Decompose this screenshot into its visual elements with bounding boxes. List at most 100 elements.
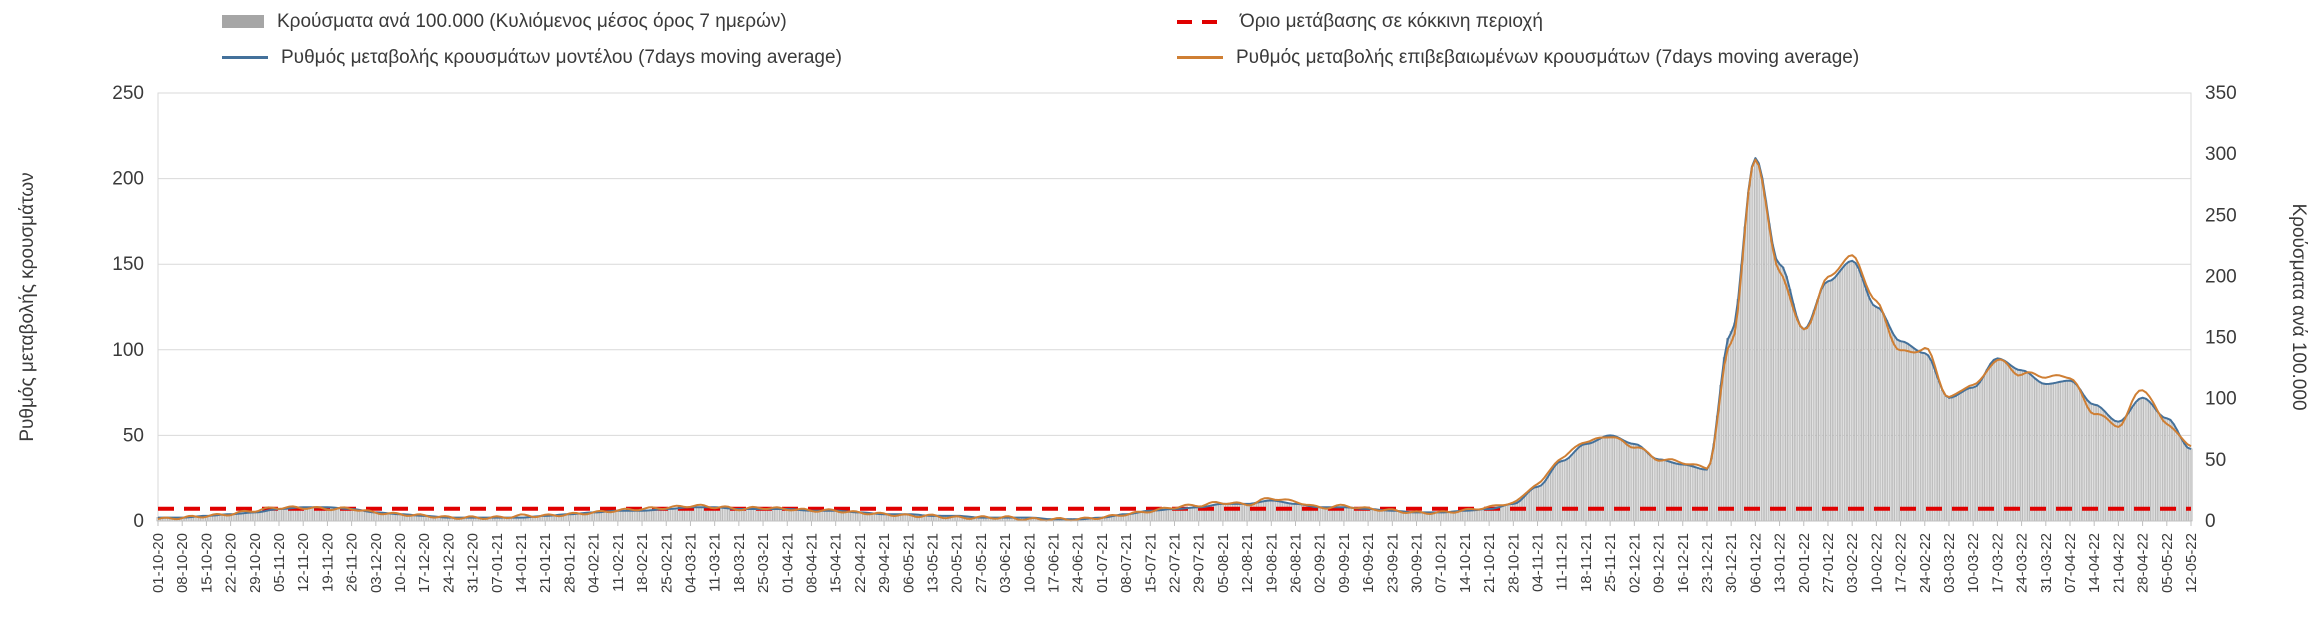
x-tick-label: 16-12-21 [1675, 533, 1692, 593]
x-tick-label: 25-11-21 [1602, 533, 1619, 592]
x-tick-label: 13-05-21 [925, 533, 942, 593]
y-tick-label-left: 200 [112, 169, 144, 190]
x-tick-label: 24-03-22 [2014, 533, 2031, 593]
x-tick-label: 07-01-21 [489, 533, 506, 593]
x-tick-label: 06-05-21 [900, 533, 917, 593]
x-tick-label: 19-11-20 [319, 533, 336, 592]
bar-series-swatch [222, 15, 264, 28]
y-tick-label-right: 250 [2205, 205, 2237, 226]
x-tick-label: 12-11-20 [295, 533, 312, 592]
x-tick-label: 08-10-20 [174, 533, 191, 593]
x-tick-label: 17-02-22 [1893, 533, 1910, 593]
x-tick-label: 24-06-21 [1070, 533, 1087, 593]
y-tick-label-right: 150 [2205, 328, 2237, 349]
x-tick-label: 14-10-21 [1457, 533, 1474, 593]
x-tick-label: 12-08-21 [1239, 533, 1256, 593]
y-tick-label-right: 0 [2205, 511, 2216, 532]
confirmed-line-swatch [1177, 56, 1223, 59]
x-tick-label: 15-04-21 [828, 533, 845, 593]
x-tick-label: 11-03-21 [707, 533, 724, 592]
x-tick-label: 02-09-21 [1312, 533, 1329, 593]
x-tick-label: 07-04-22 [2062, 533, 2079, 593]
x-tick-label: 17-03-22 [1989, 533, 2006, 593]
x-tick-label: 22-07-21 [1167, 533, 1184, 593]
x-tick-label: 18-02-21 [634, 533, 651, 593]
bars-series [156, 159, 2193, 522]
x-tick-label: 03-03-22 [1941, 533, 1958, 593]
x-tick-label: 14-01-21 [513, 533, 530, 593]
x-tick-label: 09-09-21 [1336, 533, 1353, 593]
x-tick-label: 17-12-20 [416, 533, 433, 593]
x-tick-label: 09-12-21 [1651, 533, 1668, 593]
x-tick-label: 02-12-21 [1626, 533, 1643, 593]
x-tick-label: 24-02-22 [1917, 533, 1934, 593]
x-tick-label: 03-02-22 [1844, 533, 1861, 593]
x-tick-label: 31-03-22 [2038, 533, 2055, 593]
legend-label-confirmed-rate: Ρυθμός μεταβολής επιβεβαιωμένων κρουσμάτ… [1236, 47, 1860, 68]
x-tick-label: 12-05-22 [2183, 533, 2200, 593]
x-tick-label: 10-03-22 [1965, 533, 1982, 593]
x-tick-label: 16-09-21 [1360, 533, 1377, 593]
x-tick-label: 21-04-22 [2110, 533, 2127, 593]
y-tick-label-right: 200 [2205, 266, 2237, 287]
y-tick-label-left: 50 [123, 425, 144, 446]
x-tick-label: 10-06-21 [1021, 533, 1038, 593]
x-tick-label: 20-01-22 [1796, 533, 1813, 593]
y-tick-label-right: 350 [2205, 83, 2237, 104]
x-tick-label: 18-03-21 [731, 533, 748, 593]
x-tick-label: 08-07-21 [1118, 533, 1135, 593]
x-tick-label: 01-10-20 [150, 533, 167, 593]
x-tick-label: 05-11-20 [271, 533, 288, 592]
x-tick-label: 05-05-22 [2159, 533, 2176, 593]
confirmed-line [157, 158, 2192, 522]
x-tick-label: 10-12-20 [392, 533, 409, 593]
y-tick-label-left: 150 [112, 254, 144, 275]
x-tick-label: 04-03-21 [683, 533, 700, 593]
x-tick-label: 29-07-21 [1191, 533, 1208, 593]
axis-tick-labels: 0 50 100 150 200 250 0 50 100 150 200 250 300 350 [112, 83, 2236, 532]
x-tick-label: 23-09-21 [1384, 533, 1401, 593]
x-tick-label: 21-10-21 [1481, 533, 1498, 593]
legend-label-cases-per-100k: Κρούσματα ανά 100.000 (Κυλιόμενος μέσος … [277, 11, 787, 32]
x-tick-label: 11-02-21 [610, 533, 627, 592]
y-tick-label-right: 100 [2205, 389, 2237, 410]
x-tick-label: 26-11-20 [344, 533, 361, 592]
x-tick-label: 19-08-21 [1263, 533, 1280, 593]
x-tick-label: 27-05-21 [973, 533, 990, 593]
y-tick-label-left: 250 [112, 83, 144, 104]
legend-item-cases-per-100k: Κρούσματα ανά 100.000 (Κυλιόμενος μέσος … [222, 12, 787, 31]
legend-label-model-rate: Ρυθμός μεταβολής κρουσμάτων μοντέλου (7d… [281, 47, 842, 68]
x-tick-label: 03-12-20 [368, 533, 385, 593]
legend-label-red-zone-threshold: Όριο μετάβασης σε κόκκινη περιοχή [1240, 11, 1543, 32]
x-tick-label: 22-10-20 [223, 533, 240, 593]
x-tick-label: 13-01-22 [1772, 533, 1789, 593]
left-axis-title: Ρυθμός μεταβολής κρουσμάτων [17, 172, 38, 442]
x-tick-label: 15-10-20 [198, 533, 215, 593]
legend-item-model-rate: Ρυθμός μεταβολής κρουσμάτων μοντέλου (7d… [222, 48, 842, 67]
x-tick-label: 24-12-20 [440, 533, 457, 593]
x-tick-label: 08-04-21 [804, 533, 821, 593]
y-tick-label-right: 50 [2205, 450, 2226, 471]
x-tick-label: 30-09-21 [1409, 533, 1426, 593]
x-tick-label: 07-10-21 [1433, 533, 1450, 593]
x-tick-label: 01-07-21 [1094, 533, 1111, 593]
x-tick-label: 28-01-21 [561, 533, 578, 593]
x-tick-label: 25-03-21 [755, 533, 772, 593]
x-tick-label: 23-12-21 [1699, 533, 1716, 593]
x-tick-label: 30-12-21 [1723, 533, 1740, 593]
x-tick-label: 11-11-21 [1554, 533, 1571, 591]
x-tick-label: 18-11-21 [1578, 533, 1595, 592]
x-tick-label: 03-06-21 [997, 533, 1014, 593]
legend-item-confirmed-rate: Ρυθμός μεταβολής επιβεβαιωμένων κρουσμάτ… [1177, 48, 1859, 67]
x-tick-label: 28-10-21 [1505, 533, 1522, 593]
y-tick-label-left: 100 [112, 340, 144, 361]
x-tick-label: 31-12-20 [465, 533, 482, 593]
x-tick-label: 25-02-21 [658, 533, 675, 593]
x-tick-label: 05-08-21 [1215, 533, 1232, 593]
x-tick-label: 04-11-21 [1530, 533, 1547, 592]
model-line-swatch [222, 56, 268, 59]
threshold-dash-swatch [1177, 19, 1227, 24]
x-axis-labels: 01-10-20 08-10-20 15-10-20 22-10-20 29-10-20… [150, 521, 2200, 593]
